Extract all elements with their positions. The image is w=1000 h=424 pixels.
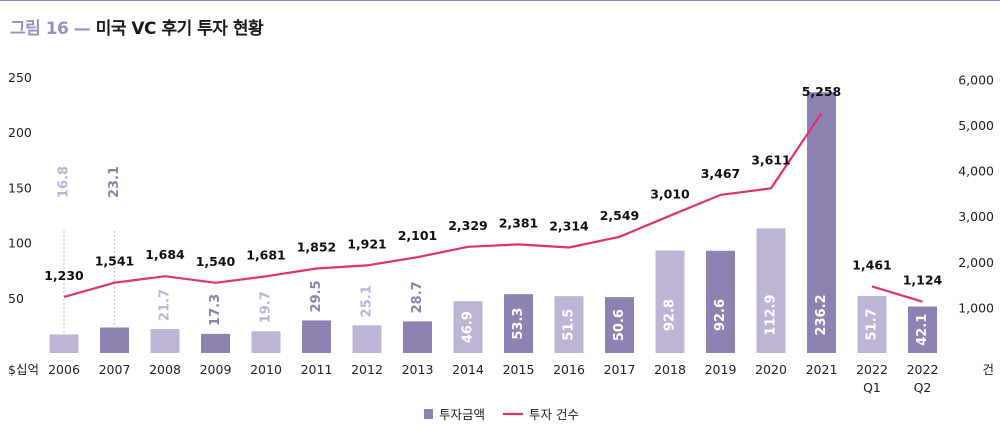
x-tick-label: Q1	[863, 380, 881, 395]
y-left-tick: 50	[8, 291, 24, 306]
bar-value-label: 92.8	[663, 299, 678, 331]
bar-value-label: 21.7	[158, 289, 173, 321]
bar-value-label: 42.1	[915, 314, 930, 346]
line-value-label: 2,101	[398, 228, 438, 243]
bar	[150, 329, 180, 353]
bar-value-label: 236.2	[814, 294, 829, 335]
line-value-label: 1,852	[297, 240, 337, 255]
header-rule	[0, 0, 1000, 1]
figure-dash: —	[73, 19, 91, 39]
y-left-unit-label: $십억	[8, 362, 39, 377]
bar-value-label: 17.3	[208, 294, 223, 326]
legend-bar-label: 투자금액	[439, 407, 485, 422]
legend-bar-swatch	[424, 409, 433, 419]
line-value-label: 2,549	[600, 208, 640, 223]
x-tick-label: 2013	[402, 362, 434, 377]
line-value-label: 1,684	[145, 247, 185, 262]
y-left-tick: 250	[8, 70, 32, 85]
bar	[403, 321, 432, 353]
x-tick-label: Q2	[914, 380, 932, 395]
line-series-segment	[871, 285, 923, 303]
bar	[49, 334, 79, 353]
x-tick-label: 2021	[806, 362, 838, 377]
x-tick-label: 2022	[856, 362, 888, 377]
bar	[605, 297, 634, 353]
line-value-label: 1,681	[246, 247, 286, 262]
bar-value-label: 51.5	[562, 309, 577, 341]
bar	[352, 325, 382, 353]
bar	[554, 296, 584, 353]
line-series-segment	[63, 112, 823, 298]
x-tick-label: 2018	[654, 362, 686, 377]
figure-number: 그림 16	[10, 19, 69, 39]
bar-value-label: 50.6	[612, 309, 627, 341]
x-tick-label: 2010	[250, 362, 282, 377]
bar-value-label: 29.5	[309, 280, 324, 312]
x-tick-label: 2012	[351, 362, 383, 377]
bar	[655, 250, 685, 353]
legend-line-label: 투자 건수	[529, 407, 579, 422]
figure-title: 미국 VC 후기 투자 현황	[95, 19, 264, 39]
y-right-tick: 2,000	[958, 255, 994, 270]
y-right-tick: 5,000	[958, 118, 994, 133]
line-value-label: 3,611	[751, 152, 791, 167]
bar	[706, 250, 735, 353]
line-value-label: 1,540	[196, 254, 236, 269]
bar-value-label: 28.7	[410, 281, 425, 313]
line-value-label: 1,921	[347, 236, 387, 251]
bar-value-label: 53.3	[511, 308, 526, 340]
bar	[251, 331, 281, 353]
bar	[302, 320, 331, 353]
bar-value-label: 16.8	[57, 166, 72, 198]
x-tick-label: 2016	[553, 362, 585, 377]
x-tick-label: 2008	[149, 362, 181, 377]
line-value-label: 5,258	[802, 84, 842, 99]
bar-value-label: 46.9	[461, 311, 476, 343]
y-right-unit-label: 건	[982, 362, 994, 377]
line-value-label: 3,467	[701, 166, 741, 181]
x-tick-label: 2020	[755, 362, 787, 377]
x-tick-label: 2022	[907, 362, 939, 377]
figure-header: 그림 16 — 미국 VC 후기 투자 현황	[10, 14, 264, 39]
bar	[201, 333, 230, 353]
bar-value-label: 92.6	[713, 299, 728, 331]
line-value-label: 2,329	[448, 218, 488, 233]
bar-value-label: 23.1	[107, 166, 122, 198]
bar	[807, 92, 836, 353]
line-value-label: 2,314	[549, 218, 589, 233]
y-right-tick: 3,000	[958, 209, 994, 224]
x-tick-label: 2014	[452, 362, 484, 377]
bar-value-label: 25.1	[360, 285, 375, 317]
bar-value-label: 19.7	[259, 291, 274, 323]
line-value-label: 1,461	[852, 257, 892, 272]
bar	[100, 327, 129, 353]
y-right-tick: 1,000	[958, 300, 994, 315]
y-left-tick: 150	[8, 180, 32, 195]
bar	[908, 306, 937, 353]
bar-value-label: 51.7	[865, 308, 880, 340]
x-tick-label: 2017	[604, 362, 636, 377]
x-tick-label: 2009	[200, 362, 232, 377]
bar	[857, 295, 887, 353]
line-value-label: 1,230	[44, 268, 84, 283]
x-tick-label: 2007	[99, 362, 131, 377]
y-left-tick: 100	[8, 236, 32, 251]
bar	[453, 301, 483, 353]
x-tick-label: 2006	[48, 362, 80, 377]
bar	[504, 294, 533, 353]
line-value-label: 3,010	[650, 187, 690, 202]
x-tick-label: 2011	[301, 362, 333, 377]
y-right-tick: 6,000	[958, 72, 994, 87]
bar-value-label: 112.9	[764, 294, 779, 335]
y-left-tick: 200	[8, 125, 32, 140]
line-value-label: 1,541	[95, 254, 135, 269]
x-tick-label: 2019	[705, 362, 737, 377]
bar	[756, 228, 786, 353]
line-value-label: 1,124	[903, 273, 943, 288]
y-right-tick: 4,000	[958, 164, 994, 179]
x-tick-label: 2015	[503, 362, 535, 377]
line-value-label: 2,381	[499, 215, 539, 230]
